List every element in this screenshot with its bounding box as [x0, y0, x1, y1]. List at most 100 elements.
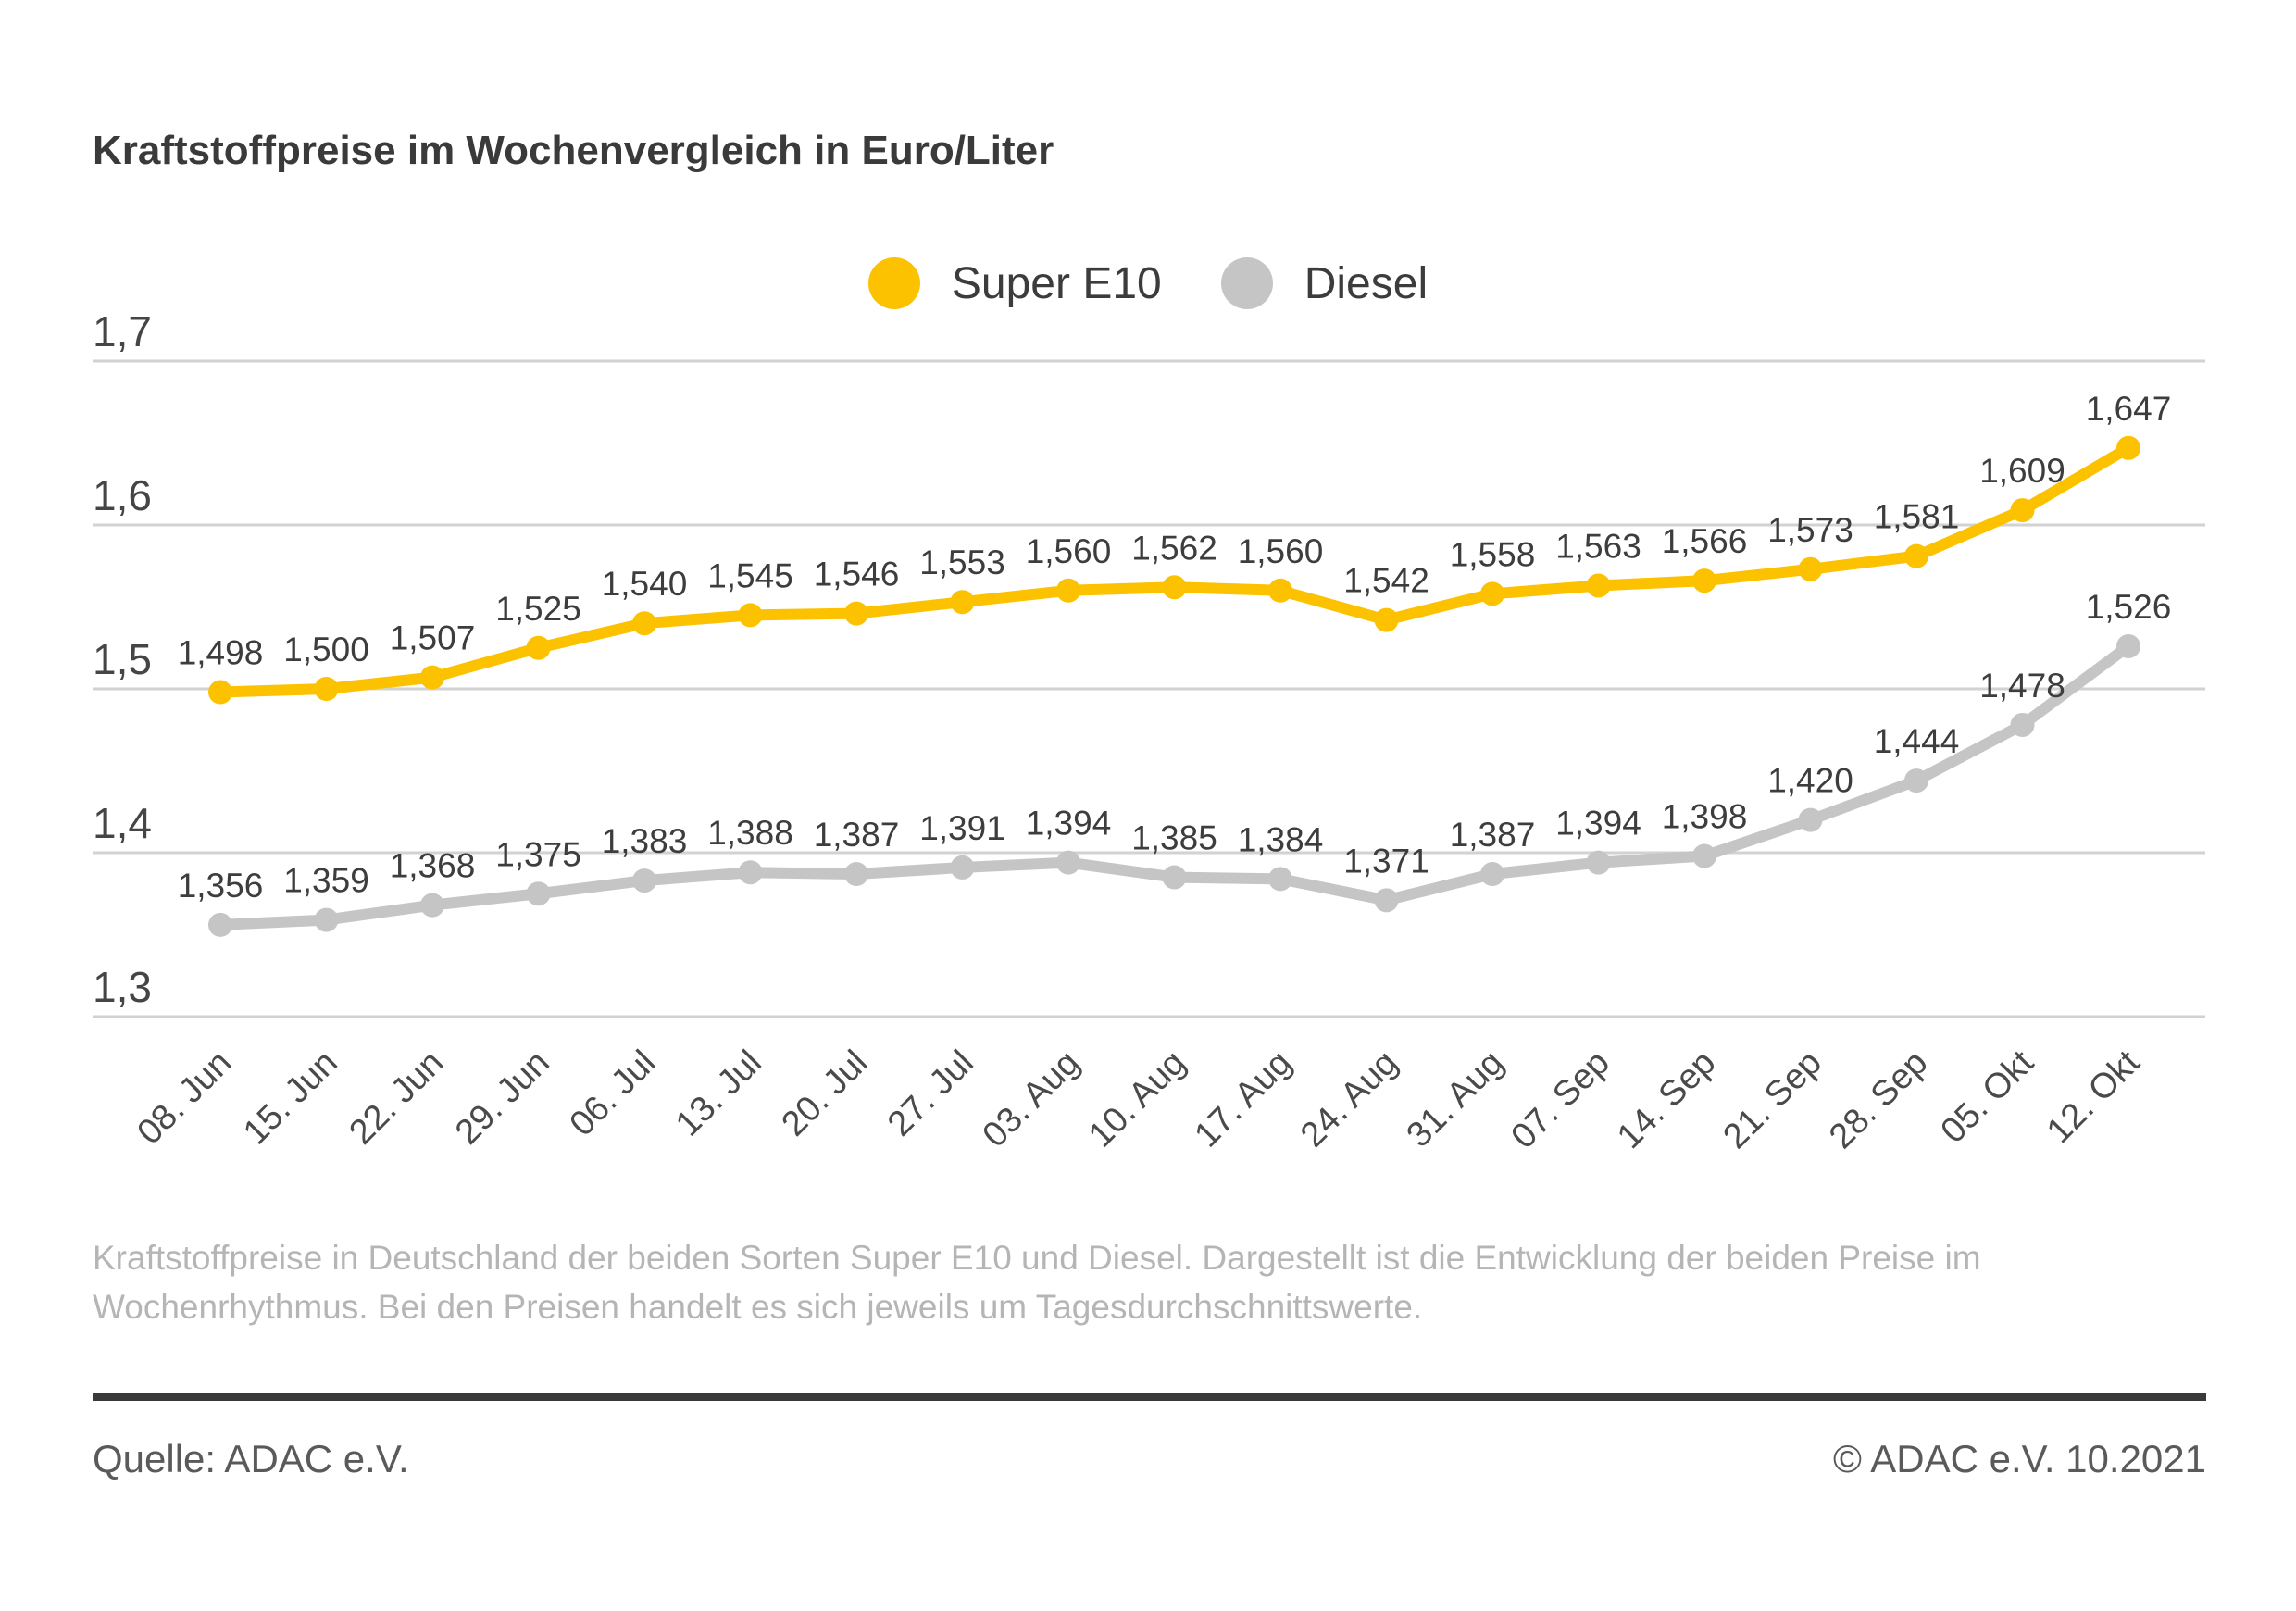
- diesel-data-point: [2116, 633, 2140, 658]
- super-e10-data-point: [844, 601, 868, 626]
- diesel-data-label: 1,371: [1343, 842, 1429, 880]
- x-tick-label: 17. Aug: [1188, 1043, 1300, 1155]
- y-tick-label: 1,4: [93, 799, 152, 847]
- x-tick-label: 05. Okt: [1934, 1043, 2042, 1151]
- x-tick-label: 13. Jul: [668, 1043, 769, 1144]
- diesel-data-point: [1586, 850, 1611, 875]
- diesel-data-point: [526, 881, 551, 906]
- diesel-marker-icon: [1220, 257, 1273, 309]
- super-e10-data-point: [314, 677, 339, 701]
- diesel-data-label: 1,383: [602, 822, 688, 860]
- y-tick-label: 1,3: [93, 963, 152, 1011]
- super-e10-data-point: [2010, 498, 2035, 523]
- diesel-data-label: 1,388: [707, 814, 793, 852]
- super-e10-marker-icon: [867, 257, 920, 309]
- super-e10-data-point: [950, 590, 975, 615]
- diesel-data-point: [738, 860, 763, 885]
- diesel-data-label: 1,394: [1026, 805, 1112, 843]
- diesel-data-point: [1798, 807, 1823, 832]
- description-line-2: Wochenrhythmus. Bei den Preisen handelt …: [93, 1288, 1423, 1326]
- copyright-text: © ADAC e.V. 10.2021: [1833, 1437, 2206, 1480]
- diesel-data-point: [208, 912, 232, 937]
- diesel-data-label: 1,526: [2086, 588, 2172, 626]
- y-tick-label: 1,6: [93, 471, 152, 519]
- diesel-label: Diesel: [1304, 258, 1429, 308]
- super-e10-data-label: 1,542: [1343, 562, 1429, 600]
- footer-divider: [93, 1393, 2206, 1401]
- diesel-data-point: [1268, 867, 1292, 892]
- super-e10-data-label: 1,573: [1767, 511, 1853, 549]
- diesel-data-label: 1,478: [1979, 667, 2065, 705]
- x-tick-label: 15. Jun: [236, 1043, 345, 1153]
- diesel-data-label: 1,359: [283, 862, 369, 900]
- x-tick-label: 10. Aug: [1081, 1043, 1193, 1155]
- diesel-data-label: 1,398: [1662, 798, 1748, 836]
- super-e10-data-point: [1374, 607, 1399, 632]
- super-e10-line: [215, 442, 2134, 698]
- super-e10-data-label: 1,581: [1874, 498, 1960, 536]
- y-axis-labels: 1,7 1,6 1,5 1,4 1,3: [93, 307, 152, 1011]
- x-tick-label: 14. Sep: [1610, 1043, 1723, 1156]
- legend-item-super-e10: Super E10: [867, 257, 1162, 309]
- super-e10-data-point: [632, 611, 656, 636]
- diesel-data-point: [1692, 843, 1716, 868]
- super-e10-data-point: [208, 680, 232, 705]
- diesel-data-label: 1,356: [178, 867, 264, 905]
- fuel-price-chart: 1,7 1,6 1,5 1,4 1,3 1,356 1,359 1,368 1,375 1,383…: [93, 307, 2205, 1156]
- description-line-1: Kraftstoffpreise in Deutschland der beid…: [93, 1239, 1981, 1277]
- x-tick-label: 27. Jul: [880, 1043, 981, 1144]
- x-tick-label: 07. Sep: [1504, 1043, 1617, 1156]
- x-tick-label: 29. Jun: [448, 1043, 557, 1153]
- diesel-data-label: 1,444: [1874, 722, 1960, 760]
- super-e10-data-label: 1,647: [2086, 390, 2172, 428]
- y-gridlines: [93, 359, 2205, 1018]
- diesel-data-label: 1,394: [1555, 805, 1641, 843]
- legend: Super E10 Diesel: [0, 257, 2296, 309]
- super-e10-data-point: [1480, 581, 1504, 606]
- legend-item-diesel: Diesel: [1220, 257, 1429, 309]
- diesel-data-label: 1,420: [1767, 762, 1853, 800]
- super-e10-data-point: [1162, 575, 1187, 600]
- super-e10-data-label: 1,566: [1662, 522, 1748, 560]
- diesel-data-label: 1,385: [1131, 819, 1217, 857]
- super-e10-data-label: 1,507: [390, 619, 476, 657]
- x-tick-label: 21. Sep: [1716, 1043, 1829, 1156]
- super-e10-data-label: 1,540: [602, 565, 688, 603]
- x-tick-label: 28. Sep: [1822, 1043, 1935, 1156]
- super-e10-data-point: [1586, 573, 1611, 598]
- super-e10-data-label: 1,545: [707, 556, 793, 594]
- diesel-data-point: [844, 862, 868, 887]
- diesel-data-label: 1,375: [495, 835, 581, 873]
- diesel-data-point: [1480, 862, 1504, 887]
- super-e10-data-label: 1,563: [1555, 527, 1641, 565]
- diesel-data-point: [1056, 850, 1080, 875]
- series-diesel: 1,356 1,359 1,368 1,375 1,383 1,388 1,387 1,391…: [178, 588, 2172, 937]
- super-e10-data-point: [1056, 578, 1080, 603]
- diesel-data-point: [2010, 712, 2035, 737]
- super-e10-data-label: 1,553: [919, 543, 1005, 581]
- super-e10-data-label: 1,609: [1979, 452, 2065, 490]
- super-e10-data-point: [420, 665, 444, 690]
- diesel-data-point: [632, 868, 656, 893]
- super-e10-data-label: 1,558: [1450, 535, 1536, 573]
- super-e10-data-label: 1,498: [178, 634, 264, 672]
- super-e10-data-label: 1,562: [1131, 529, 1217, 567]
- x-tick-label: 12. Okt: [2040, 1043, 2148, 1151]
- diesel-data-point: [420, 893, 444, 918]
- super-e10-data-label: 1,525: [495, 590, 581, 628]
- super-e10-data-point: [1904, 543, 1928, 568]
- super-e10-data-label: 1,500: [283, 631, 369, 668]
- y-tick-label: 1,5: [93, 635, 152, 683]
- x-tick-label: 22. Jun: [343, 1043, 452, 1153]
- diesel-data-point: [1374, 888, 1399, 913]
- diesel-data-point: [1904, 768, 1928, 793]
- series-super-e10: 1,498 1,500 1,507 1,525 1,540 1,545 1,546 1,553…: [178, 390, 2172, 705]
- chart-title: Kraftstoffpreise im Wochenvergleich in E…: [93, 128, 1054, 173]
- x-tick-label: 24. Aug: [1293, 1043, 1405, 1155]
- diesel-data-label: 1,387: [814, 816, 900, 854]
- super-e10-data-point: [2116, 435, 2140, 460]
- super-e10-data-point: [1692, 568, 1716, 593]
- x-tick-label: 31. Aug: [1400, 1043, 1512, 1155]
- super-e10-label: Super E10: [951, 258, 1162, 308]
